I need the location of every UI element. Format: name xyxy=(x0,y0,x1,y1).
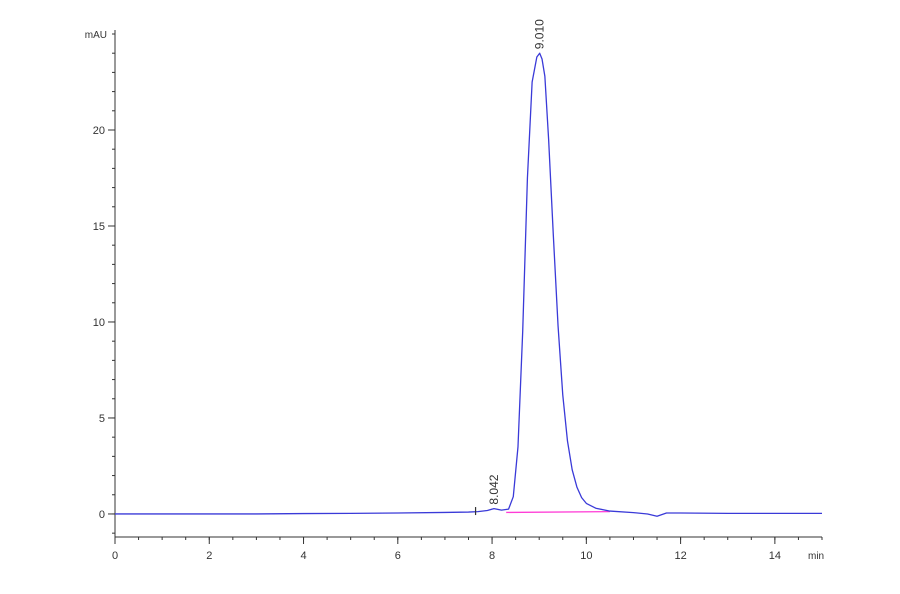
y-tick-label: 5 xyxy=(99,413,105,425)
peak-annotations: 8.042 9.010 xyxy=(487,19,547,505)
y-tick-label: 10 xyxy=(93,317,105,329)
peak-label: 8.042 xyxy=(487,474,501,504)
x-tick-label: 0 xyxy=(112,550,118,562)
y-tick-label: 20 xyxy=(93,125,105,137)
x-tick-label: 12 xyxy=(674,550,686,562)
axes: 0 5 10 15 20 0 2 4 6 8 10 12 14 mAU min xyxy=(85,30,824,562)
x-tick-label: 4 xyxy=(300,550,306,562)
x-ticks: 0 2 4 6 8 10 12 14 xyxy=(112,537,781,562)
peak-label: 9.010 xyxy=(533,19,547,49)
y-tick-label: 15 xyxy=(93,221,105,233)
x-tick-label: 2 xyxy=(206,550,212,562)
x-tick-label: 10 xyxy=(580,550,592,562)
y-tick-label: 0 xyxy=(99,509,105,521)
integration-baseline xyxy=(506,511,610,514)
y-ticks: 0 5 10 15 20 xyxy=(93,125,115,521)
x-axis-unit-label: min xyxy=(808,551,824,562)
x-tick-label: 14 xyxy=(769,550,781,562)
signal-trace xyxy=(115,52,822,517)
x-tick-label: 6 xyxy=(395,550,401,562)
y-axis-unit-label: mAU xyxy=(85,30,107,41)
x-tick-label: 8 xyxy=(489,550,495,562)
